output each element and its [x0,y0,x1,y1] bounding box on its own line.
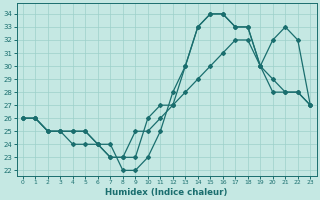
X-axis label: Humidex (Indice chaleur): Humidex (Indice chaleur) [105,188,228,197]
